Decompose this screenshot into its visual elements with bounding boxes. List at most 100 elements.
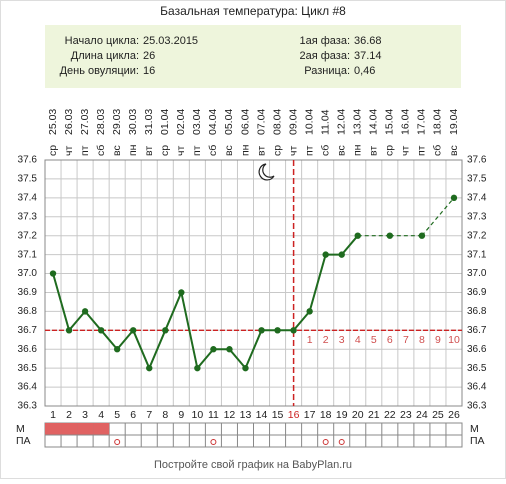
- luteal-day-label: 3: [339, 334, 345, 346]
- luteal-day-label: 5: [371, 334, 377, 346]
- y-tick-label: 36.3: [18, 401, 38, 412]
- y-tick-label-right: 37.2: [467, 230, 487, 241]
- info-label: День овуляции:: [60, 65, 139, 77]
- x-tick-label: 25: [432, 409, 444, 421]
- y-tick-label: 36.5: [18, 363, 38, 374]
- temperature-point: [322, 251, 329, 258]
- temperature-point: [146, 364, 153, 372]
- weekday-label: пн: [127, 144, 139, 156]
- y-tick-label: 37.6: [18, 155, 38, 166]
- y-tick-label: 36.9: [18, 287, 38, 298]
- y-tick-label: 36.4: [18, 382, 38, 393]
- x-tick-label: 26: [448, 409, 460, 421]
- info-value: 26: [143, 50, 155, 62]
- x-tick-label: 2: [66, 409, 72, 421]
- x-tick-label: 7: [146, 409, 152, 421]
- x-tick-label: 17: [304, 409, 316, 421]
- y-tick-label-right: 37.1: [467, 249, 487, 260]
- y-tick-label: 37.4: [18, 192, 38, 203]
- intercourse-mark: [322, 439, 329, 445]
- chart-title: Базальная температура: Цикл #8: [160, 4, 346, 18]
- menstruation-cell: [61, 423, 78, 435]
- weekday-label: ср: [271, 145, 283, 156]
- x-tick-label: 9: [178, 409, 184, 421]
- x-tick-label: 23: [400, 409, 412, 421]
- weekday-label: чт: [63, 146, 75, 156]
- x-tick-label: 3: [82, 409, 88, 421]
- y-tick-label-right: 36.9: [467, 287, 487, 298]
- x-tick-label: 19: [336, 409, 348, 421]
- x-tick-label: 24: [416, 409, 428, 421]
- y-tick-label-right: 36.5: [467, 363, 487, 374]
- date-label: 06.04: [239, 109, 251, 135]
- temperature-point: [162, 327, 169, 334]
- row-label-right: ПА: [470, 435, 485, 447]
- weekday-label: сб: [319, 145, 331, 156]
- date-label: 13.04: [352, 109, 364, 135]
- temperature-point: [97, 327, 105, 334]
- weekday-label: вс: [111, 145, 123, 156]
- date-label: 08.04: [271, 109, 283, 135]
- x-tick-label: 5: [114, 409, 120, 421]
- info-label: Длина цикла:: [71, 50, 139, 62]
- y-tick-label: 37.3: [18, 211, 38, 222]
- date-label: 30.03: [127, 109, 139, 135]
- x-tick-label: 8: [162, 409, 168, 421]
- date-label: 04.04: [207, 109, 219, 135]
- date-label: 18.04: [432, 109, 444, 135]
- info-value: 0,46: [354, 65, 375, 77]
- weekday-label: вс: [223, 145, 235, 156]
- weekday-label: ср: [384, 145, 396, 156]
- date-label: 07.04: [255, 109, 267, 135]
- weekday-label: пн: [352, 144, 364, 156]
- row-label-right: М: [470, 423, 479, 435]
- weekday-label: пн: [239, 144, 251, 156]
- x-tick-label: 21: [368, 409, 380, 421]
- row-label: М: [16, 423, 25, 435]
- weekday-label: сб: [207, 145, 219, 156]
- date-label: 01.04: [159, 109, 171, 135]
- temperature-point: [290, 327, 297, 334]
- date-label: 10.04: [303, 109, 315, 135]
- y-tick-label: 37.1: [18, 249, 38, 260]
- menstruation-cell: [93, 423, 110, 435]
- footer: Постройте свой график на BabyPlan.ru: [154, 459, 352, 471]
- date-label: 28.03: [95, 109, 107, 135]
- date-label: 25.03: [47, 109, 59, 135]
- info-box: [45, 25, 461, 88]
- weekday-label: сб: [432, 145, 444, 156]
- weekday-label: чт: [175, 146, 187, 156]
- date-label: 19.04: [448, 109, 460, 135]
- date-label: 11.04: [319, 109, 331, 135]
- plot-border: [44, 159, 463, 407]
- date-label: 12.04: [335, 109, 347, 135]
- weekday-label: сб: [95, 145, 107, 156]
- x-tick-label: 12: [224, 409, 236, 421]
- x-tick-label: 6: [130, 409, 136, 421]
- date-label: 31.03: [143, 109, 155, 135]
- luteal-day-label: 6: [387, 334, 393, 346]
- weekday-label: ср: [47, 145, 59, 156]
- temperature-point: [450, 194, 458, 202]
- weekday-label: вс: [448, 145, 460, 156]
- menstruation-cell: [77, 423, 94, 435]
- menstruation-cell: [45, 423, 62, 435]
- x-tick-label: 16: [288, 409, 300, 421]
- temperature-point: [130, 327, 137, 334]
- info-value: 16: [143, 65, 155, 77]
- temperature-point: [113, 346, 121, 353]
- y-tick-label-right: 36.7: [467, 325, 487, 336]
- info-value: 37.14: [354, 50, 382, 62]
- x-tick-label: 10: [192, 409, 204, 421]
- temperature-point: [194, 364, 201, 372]
- row-label: ПА: [16, 435, 31, 447]
- weekday-label: чт: [400, 146, 412, 156]
- temperature-point: [386, 232, 394, 239]
- x-tick-label: 22: [384, 409, 396, 421]
- luteal-day-label: 9: [435, 334, 441, 346]
- date-label: 17.04: [416, 109, 428, 135]
- date-label: 09.04: [287, 109, 299, 135]
- temperature-point: [258, 327, 265, 334]
- moon-icon: [258, 163, 275, 181]
